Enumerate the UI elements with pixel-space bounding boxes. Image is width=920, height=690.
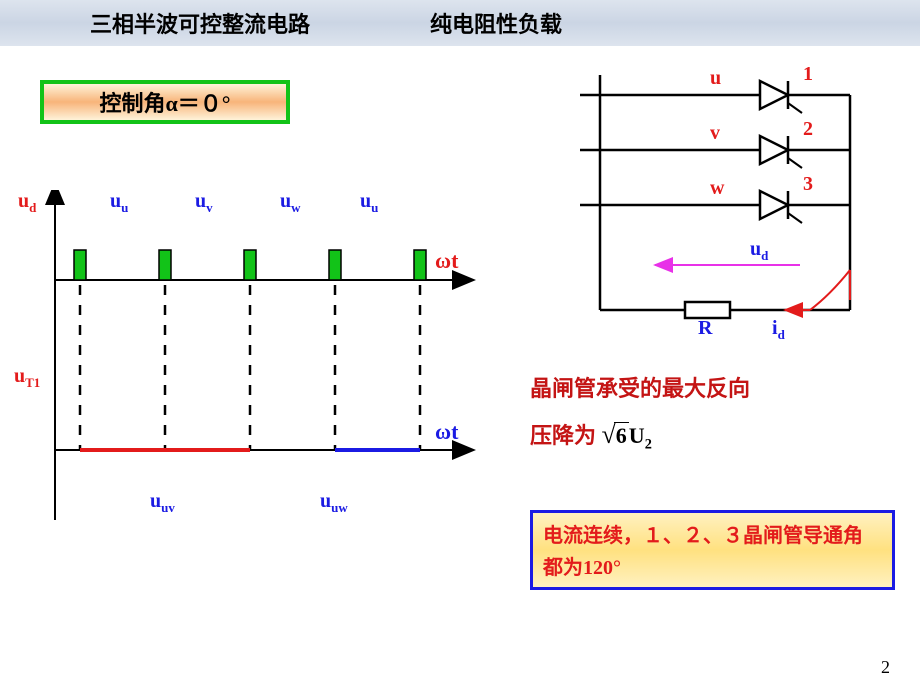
wt-label-2: ωt [435,419,458,445]
phase-label: uv [195,190,213,216]
phase-label: uu [110,190,128,216]
thyristor-number: 2 [803,118,813,141]
ut1-label: uT1 [14,365,40,391]
thyristor-number: 3 [803,173,813,196]
page-number: 2 [881,657,890,678]
id-label: id [772,317,785,343]
chart-svg [20,190,500,590]
header-title-right: 纯电阻性负载 [430,7,562,39]
angle-text: 控制角α＝０° [99,86,230,118]
bottom-label: uuv [150,490,175,516]
bottom-label: uuw [320,490,348,516]
formula-line1: 晶闸管承受的最大反向 [530,368,900,410]
wt-label-1: ωt [435,248,458,274]
sqrt-expr: √6U2 [602,410,652,459]
angle-box: 控制角α＝０° [40,80,290,124]
circuit-diagram: u1v2w3udRid [550,60,890,330]
phase-label: uw [280,190,301,216]
timing-diagram: ud uuuvuwuu ωt uT1 ωt uuvuuw [20,190,500,590]
resistor-label: R [698,317,712,340]
ud-circuit-label: ud [750,238,768,264]
phase-wire-label: v [710,122,720,145]
phase-label: uu [360,190,378,216]
note-text: 电流连续，１、２、３晶闸管导通角都为120° [543,525,863,579]
note-box: 电流连续，１、２、３晶闸管导通角都为120° [530,510,895,590]
formula-line2: 压降为 √6U2 [530,410,900,459]
formula-text: 晶闸管承受的最大反向 压降为 √6U2 [530,368,900,459]
slide-header: 三相半波可控整流电路 纯电阻性负载 [0,0,920,46]
phase-wire-label: u [710,67,721,90]
header-title-left: 三相半波可控整流电路 [90,7,310,39]
phase-wire-label: w [710,177,724,200]
thyristor-number: 1 [803,63,813,86]
ud-label: ud [18,190,36,216]
